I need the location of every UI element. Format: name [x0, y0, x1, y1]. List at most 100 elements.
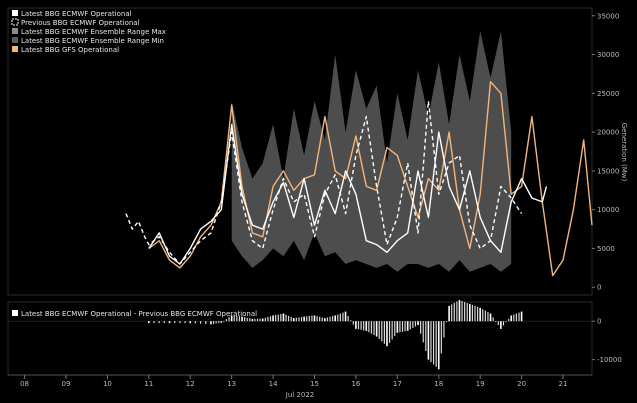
legend-swatch-ensemble-min: [12, 37, 18, 43]
x-tick-label: 10: [103, 380, 112, 388]
diff-bar: [241, 316, 243, 322]
diff-bar: [256, 318, 259, 322]
legend-label-ecmwf-latest: Latest BBG ECMWF Operational: [21, 10, 132, 18]
diff-bar: [189, 321, 192, 324]
diff-y-tick-label: 0: [597, 318, 601, 326]
diff-bar: [401, 321, 404, 332]
diff-bar: [469, 303, 471, 322]
y-tick-label: 25000: [597, 90, 619, 98]
diff-bar: [199, 321, 202, 324]
diff-bar: [303, 316, 305, 322]
diff-bar: [218, 321, 220, 324]
x-tick-label: 14: [269, 380, 278, 388]
diff-bar: [259, 318, 261, 322]
y-tick-label: 30000: [597, 51, 619, 59]
legend-label-ecmwf-previous: Previous BBG ECMWF Operational: [21, 19, 140, 27]
diff-bar: [432, 321, 435, 365]
diff-bar: [316, 316, 318, 322]
x-tick-label: 09: [62, 380, 71, 388]
x-tick-label: 17: [393, 380, 402, 388]
diff-bar: [308, 316, 310, 322]
y-tick-label: 10000: [597, 206, 619, 214]
diff-bar: [373, 321, 375, 336]
diff-bar: [474, 305, 476, 322]
y-tick-label: 15000: [597, 167, 619, 175]
diff-bar: [174, 321, 176, 324]
diff-bar: [445, 321, 448, 323]
diff-bar: [497, 321, 499, 326]
diff-bar: [370, 321, 373, 334]
diff-bar: [319, 316, 321, 322]
diff-bar: [244, 317, 246, 322]
diff-bar: [518, 312, 520, 322]
legend-label-ensemble-min: Latest BBG ECMWF Ensemble Range Min: [21, 37, 164, 45]
diff-bar: [300, 316, 303, 322]
diff-bar: [238, 316, 241, 322]
diff-bar: [430, 321, 432, 363]
diff-bar: [355, 321, 357, 329]
diff-bar: [515, 313, 518, 322]
diff-bar: [282, 313, 285, 322]
diff-bar: [386, 321, 388, 347]
diff-bar: [264, 317, 266, 322]
diff-bar: [158, 321, 160, 324]
diff-bar: [458, 300, 461, 322]
y-axis-label: Generation (Mw): [620, 123, 628, 182]
main-plot-frame: [7, 7, 593, 296]
x-tick-label: 21: [559, 380, 568, 388]
y-tick-label: 5000: [597, 245, 615, 253]
diff-bar: [277, 314, 279, 322]
diff-bar: [456, 301, 458, 322]
diff-bar: [292, 318, 295, 322]
diff-bar: [179, 321, 181, 324]
legend-label-ensemble-max: Latest BBG ECMWF Ensemble Range Max: [21, 28, 166, 36]
diff-bar: [510, 315, 513, 322]
diff-bar: [363, 321, 365, 331]
diff-bar: [184, 321, 186, 324]
diff-bar: [381, 321, 383, 342]
diff-bar: [233, 315, 235, 322]
diff-bar: [168, 321, 171, 324]
diff-bar: [298, 317, 300, 322]
diff-bar: [295, 317, 297, 322]
diff-bar: [251, 318, 254, 322]
main-plot: [125, 31, 593, 277]
diff-bar: [388, 321, 391, 343]
diff-bar: [489, 313, 492, 322]
diff-bar: [500, 321, 502, 329]
diff-bar: [344, 311, 347, 322]
diff-bar: [280, 314, 282, 322]
diff-bar: [476, 306, 479, 322]
diff-bar: [357, 321, 360, 330]
diff-bar: [453, 302, 455, 322]
diff-bar: [153, 321, 155, 324]
diff-bar: [487, 312, 489, 322]
diff-bar: [254, 318, 256, 322]
diff-bar: [368, 321, 370, 333]
diff-bar: [451, 304, 453, 322]
diff-bar: [448, 305, 450, 322]
diff-bar: [502, 321, 505, 326]
diff-y-tick-label: -10000: [597, 356, 622, 364]
diff-bar: [225, 319, 228, 322]
diff-bar: [508, 318, 510, 322]
diff-bar: [383, 321, 385, 344]
diff-bar: [148, 321, 150, 324]
diff-bar: [492, 317, 494, 322]
diff-bar: [272, 315, 274, 322]
x-tick-label: 18: [434, 380, 443, 388]
diff-bar: [285, 314, 287, 322]
diff-bar: [275, 314, 277, 322]
diff-bar: [220, 321, 223, 323]
diff-bar: [311, 315, 313, 322]
y-ticks: 0 5000 10000 15000 20000 25000 30000 35000 0 -100…: [592, 12, 622, 364]
x-tick-label: 13: [227, 380, 236, 388]
x-tick-label: 20: [517, 380, 526, 388]
diff-bar: [420, 321, 422, 334]
legend-swatch-diff: [12, 310, 18, 316]
diff-bar: [414, 321, 417, 327]
diff-bar: [236, 316, 238, 322]
x-ticks: 08 09 10 11 12 13 14 15 16 17 18 19 20 21: [20, 375, 567, 388]
diff-bar: [339, 313, 341, 322]
